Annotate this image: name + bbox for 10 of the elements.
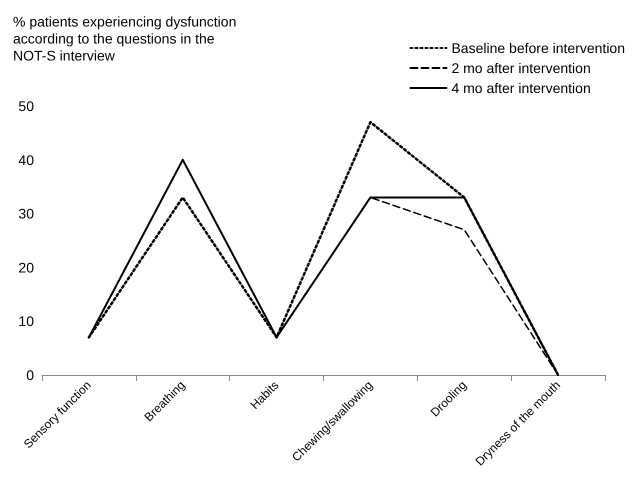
legend-label: 4 mo after intervention <box>451 80 591 96</box>
legend-label: Baseline before intervention <box>451 40 626 56</box>
y-axis-title: % patients experiencing dysfunction according to the questions in the NOT-S interview <box>13 14 240 64</box>
y-tick-label: 0 <box>26 367 34 383</box>
y-tick-label: 10 <box>18 313 34 330</box>
y-tick-label: 30 <box>18 206 34 222</box>
y-tick-label: 50 <box>18 98 34 114</box>
y-tick-label: 40 <box>18 152 34 168</box>
y-tick-label: 20 <box>18 259 34 276</box>
legend-label: 2 mo after intervention <box>451 60 591 76</box>
